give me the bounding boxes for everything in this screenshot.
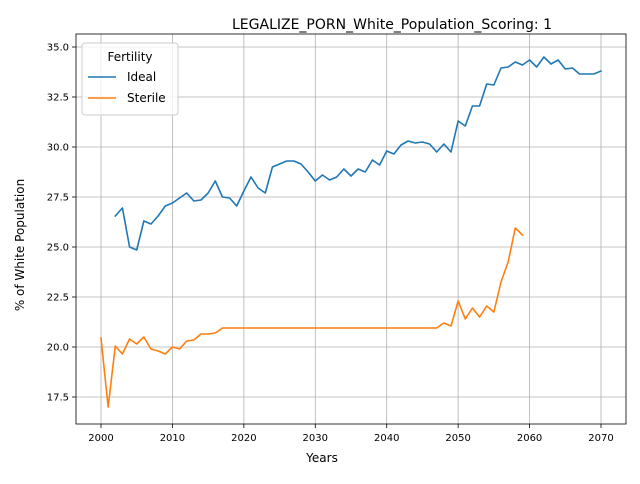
y-tick-label: 30.0 bbox=[47, 143, 69, 154]
y-tick-label: 17.5 bbox=[47, 393, 69, 404]
x-tick-label: 2040 bbox=[374, 433, 399, 444]
plot-frame bbox=[75, 33, 627, 425]
y-tick-label: 22.5 bbox=[47, 293, 69, 304]
x-axis-label: Years bbox=[305, 451, 338, 465]
chart-title: LEGALIZE_PORN_White_Population_Scoring: … bbox=[232, 17, 552, 33]
x-tick-label: 2030 bbox=[303, 433, 328, 444]
y-tick-label: 32.5 bbox=[47, 93, 69, 104]
y-tick-label: 25.0 bbox=[47, 243, 69, 254]
series-line-ideal bbox=[114, 56, 603, 251]
y-axis-label: % of White Population bbox=[13, 179, 27, 311]
x-axis: 2000 2010 2020 2030 2040 2050 2060 2070 bbox=[88, 424, 614, 444]
y-tick-label: 27.5 bbox=[47, 193, 69, 204]
x-tick-label: 2070 bbox=[588, 433, 613, 444]
series-layer bbox=[100, 56, 603, 408]
x-tick-label: 2020 bbox=[231, 433, 256, 444]
legend-title: Fertility bbox=[107, 50, 152, 64]
series-line-sterile bbox=[100, 227, 524, 408]
legend-label-ideal: Ideal bbox=[127, 70, 156, 84]
y-tick-label: 35.0 bbox=[47, 43, 69, 54]
grid-lines bbox=[76, 34, 626, 424]
legend: Fertility Ideal Sterile bbox=[81, 42, 179, 116]
y-axis: 17.5 20.0 22.5 25.0 27.5 30.0 32.5 35.0 bbox=[47, 43, 76, 404]
legend-label-sterile: Sterile bbox=[127, 91, 166, 105]
x-tick-label: 2010 bbox=[160, 433, 185, 444]
x-tick-label: 2050 bbox=[445, 433, 470, 444]
legend-frame bbox=[81, 42, 179, 116]
y-tick-label: 20.0 bbox=[47, 343, 69, 354]
x-tick-label: 2000 bbox=[88, 433, 113, 444]
x-tick-label: 2060 bbox=[517, 433, 542, 444]
